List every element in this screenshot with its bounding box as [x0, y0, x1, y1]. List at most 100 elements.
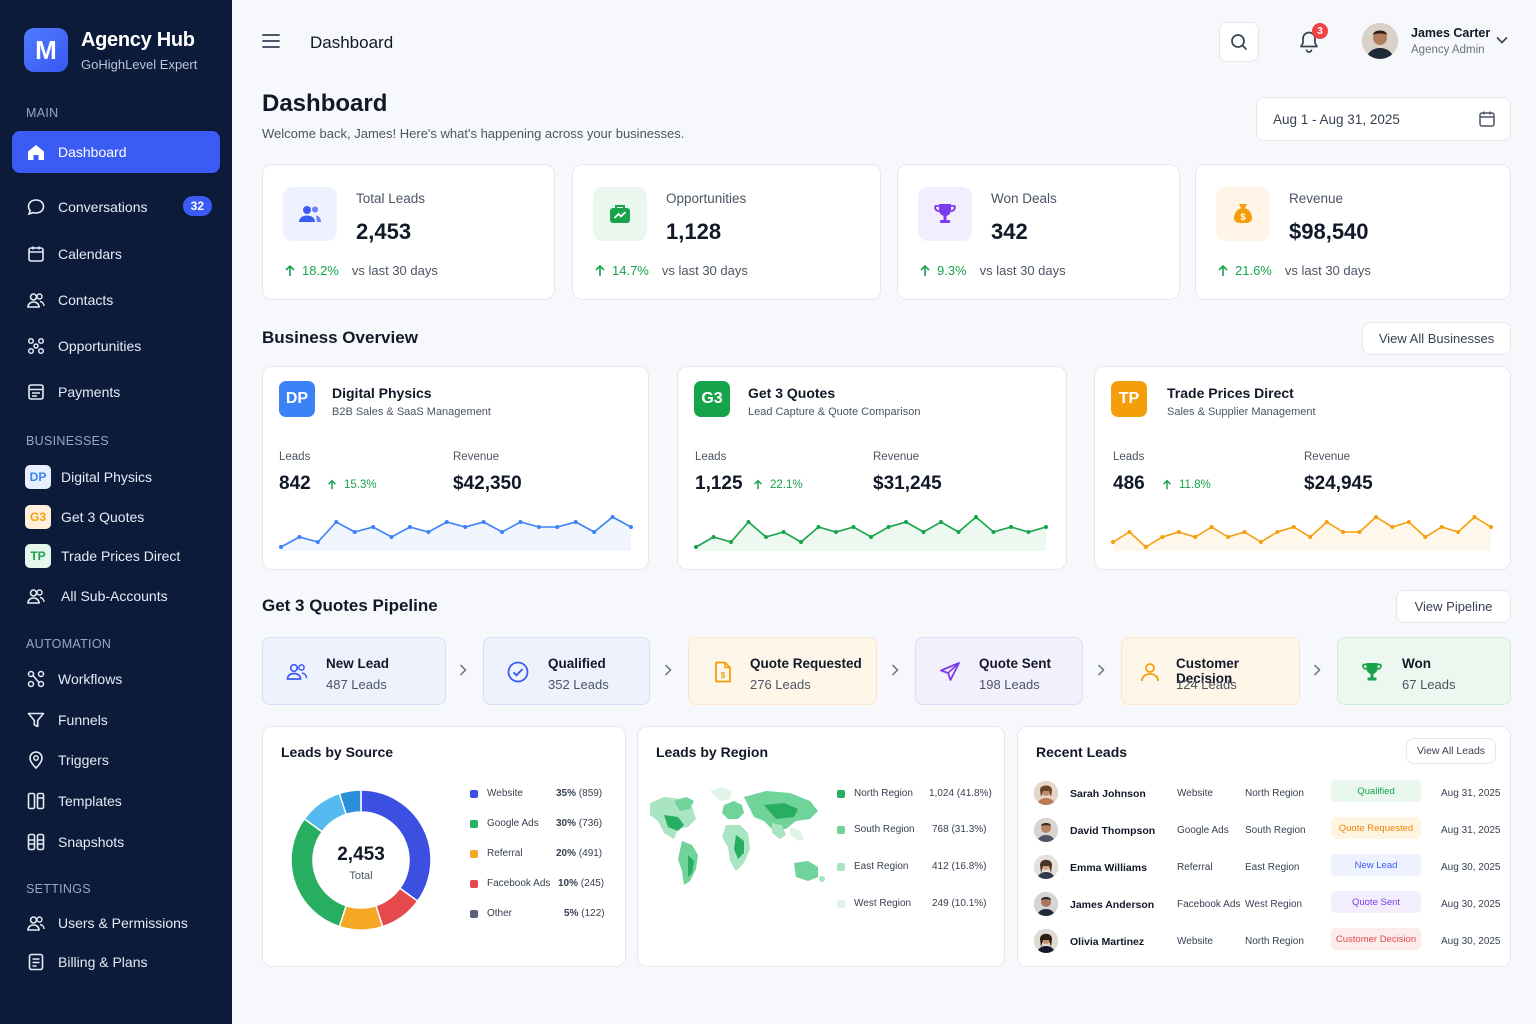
briefcase-chart-icon — [593, 187, 647, 241]
money-bag-icon: $ — [1216, 187, 1270, 241]
sidebar-item-calendars[interactable]: Calendars — [12, 233, 220, 275]
pipeline-stage-won[interactable]: Won 67 Leads — [1337, 637, 1511, 705]
sidebar-item-trade-prices-direct[interactable]: TP Trade Prices Direct — [12, 535, 220, 577]
stage-count: 67 Leads — [1402, 677, 1456, 692]
table-row[interactable]: Sarah Johnson Website North Region Quali… — [1034, 778, 1509, 808]
sidebar-item-digital-physics[interactable]: DP Digital Physics — [12, 456, 220, 498]
legend-pct: 35% — [556, 788, 577, 799]
sparkline-point — [939, 520, 943, 524]
revenue-label: Revenue — [1304, 451, 1351, 463]
sparkline-point — [297, 535, 302, 539]
stage-count: 198 Leads — [979, 677, 1040, 692]
view-pipeline-button[interactable]: View Pipeline — [1396, 590, 1511, 623]
users-icon — [26, 290, 46, 310]
leads-label: Leads — [695, 451, 727, 463]
sparkline-point — [1242, 530, 1247, 534]
kpi-change: 18.2% vs last 30 days — [283, 263, 438, 278]
donut-slice[interactable] — [338, 904, 384, 931]
leads-source-donut-chart — [290, 789, 432, 931]
sidebar-item-label: Templates — [58, 793, 122, 809]
lead-name: Emma Williams — [1070, 862, 1147, 874]
sidebar-item-label: Users & Permissions — [58, 915, 188, 931]
brand-logo: M — [24, 28, 68, 72]
view-all-businesses-button[interactable]: View All Businesses — [1362, 322, 1511, 355]
kpi-change: 14.7% vs last 30 days — [593, 263, 748, 278]
user-name[interactable]: James Carter — [1411, 26, 1491, 40]
stage-name: Won — [1402, 656, 1431, 671]
pipeline-stage-customer-decision[interactable]: Customer Decision 124 Leads — [1121, 637, 1300, 705]
welcome-text: Welcome back, James! Here's what's happe… — [262, 126, 685, 141]
business-card-trade-prices-direct[interactable]: TP Trade Prices Direct Sales & Supplier … — [1094, 366, 1511, 570]
sidebar-item-workflows[interactable]: Workflows — [12, 658, 220, 700]
sidebar-item-get-3-quotes[interactable]: G3 Get 3 Quotes — [12, 496, 220, 538]
pipeline-title: Get 3 Quotes Pipeline — [262, 596, 438, 615]
users-icon — [26, 586, 46, 606]
avatar — [1034, 781, 1058, 805]
sidebar-item-billing-plans[interactable]: Billing & Plans — [12, 941, 220, 983]
user-role: Agency Admin — [1411, 44, 1485, 56]
table-row[interactable]: Emma Williams Referral East Region New L… — [1034, 852, 1509, 882]
sidebar-item-users-permissions[interactable]: Users & Permissions — [12, 902, 220, 944]
sidebar-item-funnels[interactable]: Funnels — [12, 699, 220, 741]
kpi-card-revenue[interactable]: $ Revenue $98,540 21.6% vs last 30 days — [1195, 164, 1511, 300]
leads-change-value: 22.1% — [770, 479, 803, 491]
sidebar-item-payments[interactable]: Payments — [12, 371, 220, 413]
sidebar-item-opportunities[interactable]: Opportunities — [12, 325, 220, 367]
kpi-card-opportunities[interactable]: Opportunities 1,128 14.7% vs last 30 days — [572, 164, 881, 300]
world-map-icon — [650, 787, 825, 885]
table-row[interactable]: James Anderson Facebook Ads West Region … — [1034, 889, 1509, 919]
sidebar-item-templates[interactable]: Templates — [12, 780, 220, 822]
chevron-right-icon — [1097, 664, 1105, 676]
view-all-leads-button[interactable]: View All Leads — [1406, 738, 1496, 764]
notification-count-badge: 3 — [1312, 23, 1328, 39]
brand-name: Agency Hub — [81, 28, 195, 51]
pipeline-stage-qualified[interactable]: Qualified 352 Leads — [483, 637, 650, 705]
search-button[interactable] — [1219, 22, 1259, 62]
date-range-value: Aug 1 - Aug 31, 2025 — [1273, 111, 1400, 127]
payments-icon — [26, 382, 46, 402]
sparkline-point — [592, 530, 597, 534]
sparkline-point — [1341, 530, 1346, 534]
sparkline-point — [500, 530, 505, 534]
brand[interactable]: M Agency Hub GoHighLevel Expert — [24, 28, 197, 72]
sparkline-point — [1209, 525, 1214, 529]
sidebar-item-all-sub-accounts[interactable]: All Sub-Accounts — [12, 575, 220, 617]
section-main: MAIN — [26, 106, 59, 120]
sidebar-item-dashboard[interactable]: Dashboard — [12, 131, 220, 173]
business-badge: DP — [279, 381, 315, 417]
stage-name: Qualified — [548, 656, 606, 671]
sparkline-point — [334, 520, 339, 524]
sidebar-item-triggers[interactable]: Triggers — [12, 739, 220, 781]
opportunities-icon — [26, 336, 46, 356]
menu-icon[interactable] — [262, 33, 280, 49]
pipeline-stage-quote-sent[interactable]: Quote Sent 198 Leads — [915, 637, 1083, 705]
donut-slice[interactable] — [338, 789, 362, 816]
table-row[interactable]: David Thompson Google Ads South Region Q… — [1034, 815, 1509, 845]
table-row[interactable]: Olivia Martinez Website North Region Cus… — [1034, 926, 1509, 956]
sidebar-item-label: Digital Physics — [61, 469, 153, 485]
date-range-picker[interactable]: Aug 1 - Aug 31, 2025 — [1256, 97, 1511, 141]
sidebar-item-snapshots[interactable]: Snapshots — [12, 821, 220, 863]
legend-item: Website — [470, 788, 523, 799]
sidebar-item-conversations[interactable]: Conversations 32 — [12, 186, 220, 228]
pipeline-stage-quote-requested[interactable]: $ Quote Requested 276 Leads — [688, 637, 877, 705]
avatar[interactable] — [1362, 23, 1398, 59]
business-overview-title: Business Overview — [262, 328, 418, 347]
sparkline-point — [463, 525, 468, 529]
sidebar-item-contacts[interactable]: Contacts — [12, 279, 220, 321]
legend-pct: 10% — [558, 878, 579, 889]
status-badge: Qualified — [1331, 780, 1421, 802]
revenue-value: $42,350 — [453, 473, 522, 494]
sparkline-point — [407, 525, 412, 529]
chevron-down-icon[interactable] — [1496, 36, 1508, 44]
kpi-card-total-leads[interactable]: Total Leads 2,453 18.2% vs last 30 days — [262, 164, 555, 300]
sparkline-point — [886, 525, 891, 529]
stage-count: 352 Leads — [548, 677, 609, 692]
legend-count: (736) — [578, 818, 603, 829]
pipeline-stage-new-lead[interactable]: New Lead 487 Leads — [262, 637, 446, 705]
sidebar-item-label: Contacts — [58, 292, 114, 308]
kpi-card-won-deals[interactable]: Won Deals 342 9.3% vs last 30 days — [897, 164, 1180, 300]
business-card-get-3-quotes[interactable]: G3 Get 3 Quotes Lead Capture & Quote Com… — [677, 366, 1067, 570]
legend-pct: 20% — [556, 848, 577, 859]
business-card-digital-physics[interactable]: DP Digital Physics B2B Sales & SaaS Mana… — [262, 366, 649, 570]
